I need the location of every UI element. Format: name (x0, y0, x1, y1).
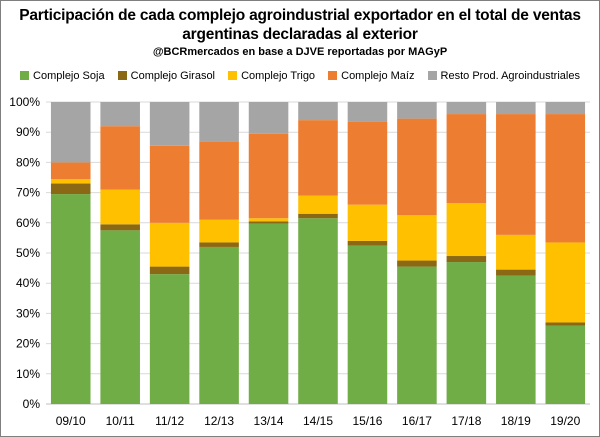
bar-segment (100, 102, 140, 127)
x-axis-ticks: 09/10 10/11 11/12 12/13 13/14 14/15 15/16 16/17… (56, 414, 581, 428)
y-tick-label: 90% (16, 125, 40, 139)
bar-segment (446, 203, 487, 257)
x-tick-label: 14/15 (303, 414, 333, 428)
y-tick-label: 30% (16, 306, 40, 320)
x-tick-label: 17/18 (451, 414, 481, 428)
y-tick-label: 10% (16, 367, 40, 381)
bar-segment (545, 242, 586, 323)
bar-segment (545, 322, 586, 326)
bar-segment (446, 262, 487, 404)
y-tick-label: 70% (16, 186, 40, 200)
bar-segment (149, 102, 190, 146)
bar-segment (496, 114, 536, 235)
bar-segment (347, 245, 388, 404)
bar-segment (397, 118, 437, 216)
bar-segment (199, 242, 239, 247)
legend-item-maiz: Complejo Maíz (328, 70, 414, 82)
bar-segment (248, 221, 289, 224)
bar-segment (199, 219, 239, 243)
legend-swatch-resto (427, 71, 437, 80)
x-tick-label: 19/20 (550, 414, 580, 428)
bar-segment (149, 274, 190, 404)
bar-segment (446, 114, 487, 204)
bar-segment (199, 246, 239, 404)
bar-segment (347, 121, 388, 205)
y-axis-ticks: 0% 10% 20% 30% 40% 50% 60% 70% 80% 90% 100% (9, 95, 40, 411)
y-tick-label: 80% (16, 155, 40, 169)
legend-swatch-girasol (117, 71, 127, 80)
bar-segment (347, 102, 388, 122)
chart-legend: Complejo Soja Complejo Girasol Complejo … (0, 70, 600, 82)
legend-item-girasol: Complejo Girasol (117, 70, 216, 82)
bar-segment (397, 266, 437, 404)
legend-label-girasol: Complejo Girasol (130, 70, 216, 82)
chart-title: Participación de cada complejo agroindus… (19, 7, 581, 43)
y-tick-label: 100% (9, 95, 40, 109)
bar-segment (298, 120, 338, 196)
bar-segment (248, 102, 289, 134)
y-tick-label: 40% (16, 276, 40, 290)
bar-segment (545, 102, 586, 115)
bar-segment (496, 234, 536, 270)
y-tick-label: 20% (16, 337, 40, 351)
y-tick-label: 60% (16, 216, 40, 230)
legend-swatch-soja (20, 71, 30, 80)
bar-segment (397, 260, 437, 267)
x-tick-label: 09/10 (56, 414, 86, 428)
bar-segment (397, 215, 437, 261)
bar-segment (199, 141, 239, 220)
legend-item-trigo: Complejo Trigo (228, 70, 315, 82)
bar-segment (347, 204, 388, 241)
x-tick-label: 16/17 (402, 414, 432, 428)
x-tick-label: 10/11 (106, 414, 135, 428)
bar-segment (545, 325, 586, 404)
bar-segment (298, 102, 338, 121)
legend-swatch-trigo (228, 71, 238, 80)
bar-segment (298, 213, 338, 219)
x-tick-label: 13/14 (254, 414, 284, 428)
bar-segment (248, 223, 289, 404)
bar-segment (347, 240, 388, 246)
bar-segment (149, 145, 190, 223)
bar-segment (149, 266, 190, 275)
bar-segment (50, 162, 91, 180)
x-tick-label: 15/16 (352, 414, 382, 428)
legend-label-resto: Resto Prod. Agroindustriales (440, 70, 580, 82)
bar-segment (248, 218, 289, 222)
bar-segment (50, 194, 91, 404)
bar-segment (496, 275, 536, 404)
bar-segment (446, 102, 487, 115)
bar-segment (298, 195, 338, 214)
bars (50, 102, 586, 404)
legend-item-resto: Resto Prod. Agroindustriales (427, 70, 580, 82)
legend-label-trigo: Complejo Trigo (241, 70, 316, 82)
bar-segment (100, 189, 140, 225)
x-tick-label: 11/12 (155, 414, 184, 428)
bar-segment (397, 102, 437, 119)
bar-segment (50, 179, 91, 184)
bar-segment (545, 114, 586, 243)
bar-segment (298, 218, 338, 404)
legend-swatch-maiz (328, 71, 338, 80)
x-tick-label: 12/13 (204, 414, 234, 428)
bar-segment (446, 256, 487, 263)
x-tick-label: 18/19 (501, 414, 531, 428)
bar-segment (100, 224, 140, 231)
bar-segment (496, 102, 536, 115)
bar-segment (50, 102, 91, 163)
bar-segment (496, 269, 536, 276)
legend-label-soja: Complejo Soja (33, 70, 105, 82)
legend-label-maiz: Complejo Maíz (341, 70, 415, 82)
bar-segment (100, 230, 140, 404)
bar-segment (149, 222, 190, 267)
bar-segment (199, 102, 239, 142)
bar-segment (50, 183, 91, 195)
bar-segment (100, 126, 140, 190)
chart-subtitle: @BCRmercados en base a DJVE reportadas p… (152, 46, 448, 58)
y-tick-label: 50% (16, 246, 40, 260)
bar-segment (248, 133, 289, 219)
y-tick-label: 0% (23, 397, 41, 411)
legend-item-soja: Complejo Soja (20, 70, 105, 82)
